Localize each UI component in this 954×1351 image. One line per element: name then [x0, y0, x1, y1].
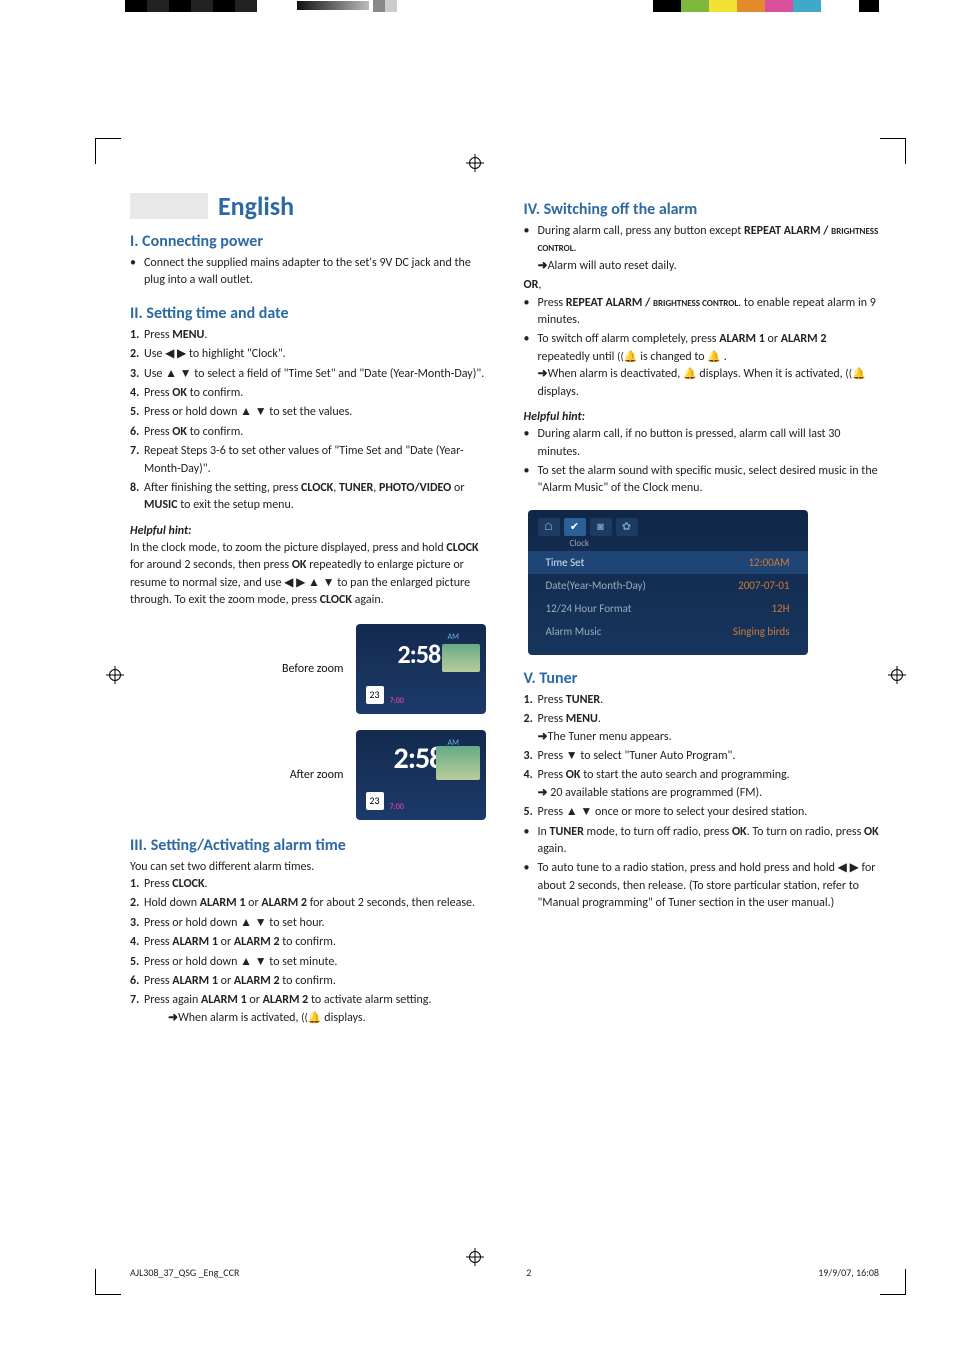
- registration-bottom: [466, 1248, 484, 1266]
- sec5-step1: 1.Press TUNER.: [524, 692, 880, 709]
- sec5-step5: 5.Press ▲ ▼ once or more to select your …: [524, 804, 880, 821]
- sec4-hint2: To set the alarm sound with specific mus…: [524, 463, 880, 498]
- crop-mark-tr: [880, 138, 906, 164]
- sec5-step4: 4.Press OK to start the auto search and …: [524, 767, 880, 802]
- footer-page-number: 2: [526, 1266, 531, 1279]
- language-title: English: [218, 190, 294, 222]
- footer-doc-id: AJL308_37_QSG _Eng_CCR: [130, 1266, 239, 1279]
- sec3-step6: 6.Press ALARM 1 or ALARM 2 to confirm.: [130, 973, 486, 990]
- sec3-step7: 7.Press again ALARM 1 or ALARM 2 to acti…: [130, 992, 486, 1027]
- sec4-title: IV. Switching off the alarm: [524, 200, 880, 219]
- language-header: English: [130, 190, 486, 222]
- menu-row-alarm-music: Alarm MusicSinging birds: [528, 620, 808, 643]
- after-zoom-image: AM 2:58 23 7:00: [356, 730, 486, 820]
- sec5-bullet1: In TUNER mode, to turn off radio, press …: [524, 824, 880, 859]
- sec4-or: OR,: [524, 277, 880, 294]
- sec2-step4: 4.Press OK to confirm.: [130, 385, 486, 402]
- before-zoom-image: AM 2:58 23 7:00: [356, 624, 486, 714]
- sec4-hint1: During alarm call, if no button is press…: [524, 426, 880, 461]
- menu-row-date: Date(Year-Month-Day)2007-07-01: [528, 574, 808, 597]
- menu-row-format: 12/24 Hour Format12H: [528, 597, 808, 620]
- bell-icon: 🔔: [683, 367, 697, 380]
- page-footer: AJL308_37_QSG _Eng_CCR 2 19/9/07, 16:08: [130, 1266, 879, 1279]
- sec4-hint-label: Helpful hint:: [524, 409, 880, 426]
- sec1-bullet: Connect the supplied mains adapter to th…: [130, 255, 486, 290]
- sec3-step1: 1.Press CLOCK.: [130, 876, 486, 893]
- sec3-intro: You can set two different alarm times.: [130, 859, 486, 876]
- sec2-step3: 3.Use ▲ ▼ to select a field of "Time Set…: [130, 366, 486, 383]
- footer-timestamp: 19/9/07, 16:08: [818, 1266, 879, 1279]
- menu-row-timeset: Time Set12:00AM: [528, 551, 808, 574]
- clock-tab-label: Clock: [528, 538, 808, 549]
- sec3-step2: 2.Hold down ALARM 1 or ALARM 2 for about…: [130, 895, 486, 912]
- clock-tab-icon: ✔: [564, 518, 586, 536]
- left-column: English I. Connecting power Connect the …: [130, 158, 486, 1029]
- clock-menu-screenshot: ⌂ ✔ ◙ ✿ Clock Time Set12:00AM Date(Year-…: [528, 510, 808, 655]
- before-zoom-label: Before zoom: [282, 662, 344, 676]
- sec2-step5: 5.Press or hold down ▲ ▼ to set the valu…: [130, 404, 486, 421]
- sec5-bullet2: To auto tune to a radio station, press a…: [524, 860, 880, 912]
- sec2-step8: 8.After finishing the setting, press CLO…: [130, 480, 486, 515]
- color-bar-left: [125, 0, 397, 12]
- sec5-step2: 2.Press MENU. ➜The Tuner menu appears.: [524, 711, 880, 746]
- sec2-step7: 7.Repeat Steps 3-6 to set other values o…: [130, 443, 486, 478]
- sec3-step3: 3.Press or hold down ▲ ▼ to set hour.: [130, 915, 486, 932]
- after-zoom-label: After zoom: [290, 768, 344, 782]
- sec4-bullet3: To switch off alarm completely, press AL…: [524, 331, 880, 401]
- sec3-step5: 5.Press or hold down ▲ ▼ to set minute.: [130, 954, 486, 971]
- home-tab-icon: ⌂: [538, 518, 560, 536]
- sec3-step4: 4.Press ALARM 1 or ALARM 2 to confirm.: [130, 934, 486, 951]
- crop-mark-br: [880, 1269, 906, 1295]
- gear-tab-icon: ✿: [616, 518, 638, 536]
- color-bar-right: [653, 0, 879, 12]
- sec5-title: V. Tuner: [524, 669, 880, 688]
- bell-icon: ((🔔: [845, 367, 865, 380]
- sec1-title: I. Connecting power: [130, 232, 486, 251]
- header-box: [130, 193, 208, 219]
- sec3-title: III. Setting/Activating alarm time: [130, 836, 486, 855]
- zoom-block: Before zoom AM 2:58 23 7:00 After zoom A…: [130, 624, 486, 820]
- sec2-step1: 1.Press MENU.: [130, 327, 486, 344]
- sec2-step2: 2.Use ◀ ▶ to highlight "Clock".: [130, 346, 486, 363]
- registration-top: [466, 154, 484, 172]
- bell-icon: ((🔔: [301, 1011, 321, 1024]
- crop-mark-tl: [95, 138, 121, 164]
- registration-right: [888, 666, 906, 684]
- bell-icon: 🔔: [707, 350, 721, 363]
- registration-left: [106, 666, 124, 684]
- crop-mark-bl: [95, 1269, 121, 1295]
- camera-tab-icon: ◙: [590, 518, 612, 536]
- sec2-hint-label: Helpful hint:: [130, 523, 486, 540]
- sec5-step3: 3.Press ▼ to select "Tuner Auto Program"…: [524, 748, 880, 765]
- sec4-bullet2: Press REPEAT ALARM / BRIGHTNESS CONTROL.…: [524, 295, 880, 330]
- sec2-hint: In the clock mode, to zoom the picture d…: [130, 540, 486, 610]
- right-column: IV. Switching off the alarm During alarm…: [524, 158, 880, 1029]
- sec4-bullet1: During alarm call, press any button exce…: [524, 223, 880, 275]
- sec2-title: II. Setting time and date: [130, 304, 486, 323]
- bell-icon: ((🔔: [617, 350, 637, 363]
- sec2-step6: 6.Press OK to confirm.: [130, 424, 486, 441]
